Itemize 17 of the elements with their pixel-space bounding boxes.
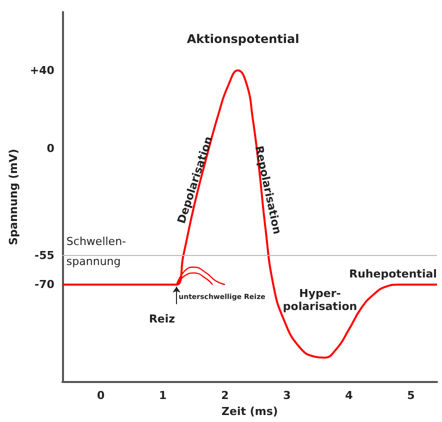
ref-line-label: Schwellen- spannung <box>66 234 126 268</box>
annotation: Ruhepotential <box>349 268 437 280</box>
x-axis-title: Zeit (ms) <box>222 404 278 418</box>
x-tick-label: 1 <box>159 389 167 402</box>
y-tick-label: 0 <box>46 142 55 155</box>
y-tick-label: -70 <box>34 278 55 292</box>
x-tick-label: 2 <box>221 389 229 402</box>
x-tick-label: 0 <box>97 389 106 402</box>
y-tick-label: +40 <box>30 64 55 77</box>
annotation: Hyper- polarisation <box>282 287 358 313</box>
y-axis-title: Spannung (mV) <box>7 148 20 246</box>
y-tick-label: -55 <box>34 248 54 262</box>
annotation: Reiz <box>148 312 176 326</box>
x-tick-label: 3 <box>283 389 291 402</box>
x-tick-label: 4 <box>345 389 354 402</box>
x-tick-label: 5 <box>407 389 415 402</box>
text: Aktionspotential <box>186 32 300 46</box>
